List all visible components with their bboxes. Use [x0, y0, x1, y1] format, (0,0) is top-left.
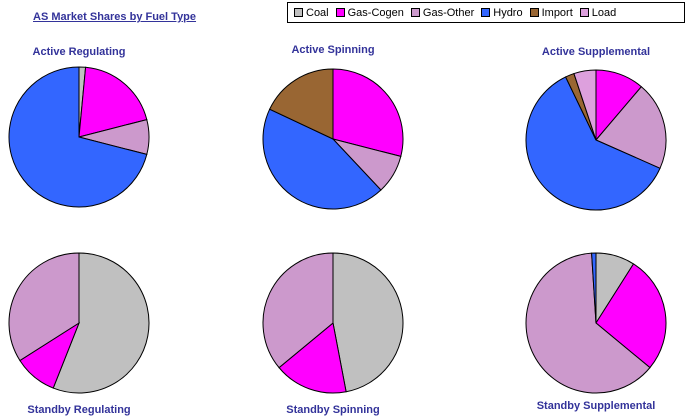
legend-item-gas-cogen: Gas-Cogen	[335, 6, 404, 19]
legend-swatch-gas-other	[410, 8, 420, 17]
legend-label-load: Load	[591, 6, 617, 19]
legend-swatch-coal	[294, 8, 303, 17]
pie-standby-supplemental	[525, 252, 667, 394]
chart-title-standby-spinning: Standby Spinning	[286, 404, 380, 416]
legend: Coal Gas-Cogen Gas-Other Hydro Import Lo…	[287, 2, 685, 23]
pie-slice-gas-cogen	[332, 68, 404, 158]
pie-slice-coal	[332, 252, 404, 393]
pie-slice-load	[573, 69, 597, 141]
main-title: AS Market Shares by Fuel Type	[33, 11, 197, 23]
pie-standby-spinning	[262, 252, 404, 394]
pie-active-spinning	[262, 68, 404, 210]
legend-label-gas-other: Gas-Other	[422, 6, 475, 19]
pie-slice-coal	[52, 252, 150, 394]
pie-slice-hydro	[262, 108, 382, 210]
legend-label-import: Import	[541, 6, 573, 19]
legend-label-gas-cogen: Gas-Cogen	[347, 6, 404, 19]
pie-slice-import	[268, 68, 334, 140]
pie-standby-regulating	[8, 252, 150, 394]
legend-item-load: Load	[579, 6, 617, 19]
pie-slice-hydro	[8, 66, 148, 208]
pie-slice-gas-other	[595, 85, 667, 169]
chart-title-active-spinning: Active Spinning	[291, 44, 375, 56]
legend-item-gas-other: Gas-Other	[410, 6, 475, 19]
legend-item-coal: Coal	[294, 7, 329, 19]
legend-label-coal: Coal	[306, 6, 329, 19]
legend-swatch-hydro	[481, 8, 491, 17]
legend-swatch-gas-cogen	[335, 8, 345, 17]
legend-item-hydro: Hydro	[481, 6, 523, 19]
legend-swatch-import	[529, 8, 539, 17]
chart-title-active-supplemental: Active Supplemental	[541, 46, 651, 58]
pie-slice-gas-other	[262, 252, 334, 369]
pie-slice-gas-cogen	[278, 322, 347, 394]
pie-slice-hydro	[525, 76, 661, 211]
legend-label-hydro: Hydro	[493, 6, 523, 19]
pie-active-supplemental	[525, 69, 667, 211]
chart-title-standby-supplemental: Standby Supplemental	[536, 400, 656, 412]
pie-slice-gas-cogen	[595, 263, 667, 369]
legend-swatch-load	[579, 8, 589, 17]
pie-slice-hydro	[591, 252, 597, 324]
pie-slice-gas-cogen	[78, 66, 148, 138]
pie-active-regulating	[8, 66, 150, 208]
pie-slice-gas-other	[525, 252, 651, 394]
chart-title-standby-regulating: Standby Regulating	[27, 404, 131, 416]
chart-title-active-regulating: Active Regulating	[32, 46, 126, 58]
legend-item-import: Import	[529, 6, 573, 19]
pie-slice-gas-other	[8, 252, 80, 362]
